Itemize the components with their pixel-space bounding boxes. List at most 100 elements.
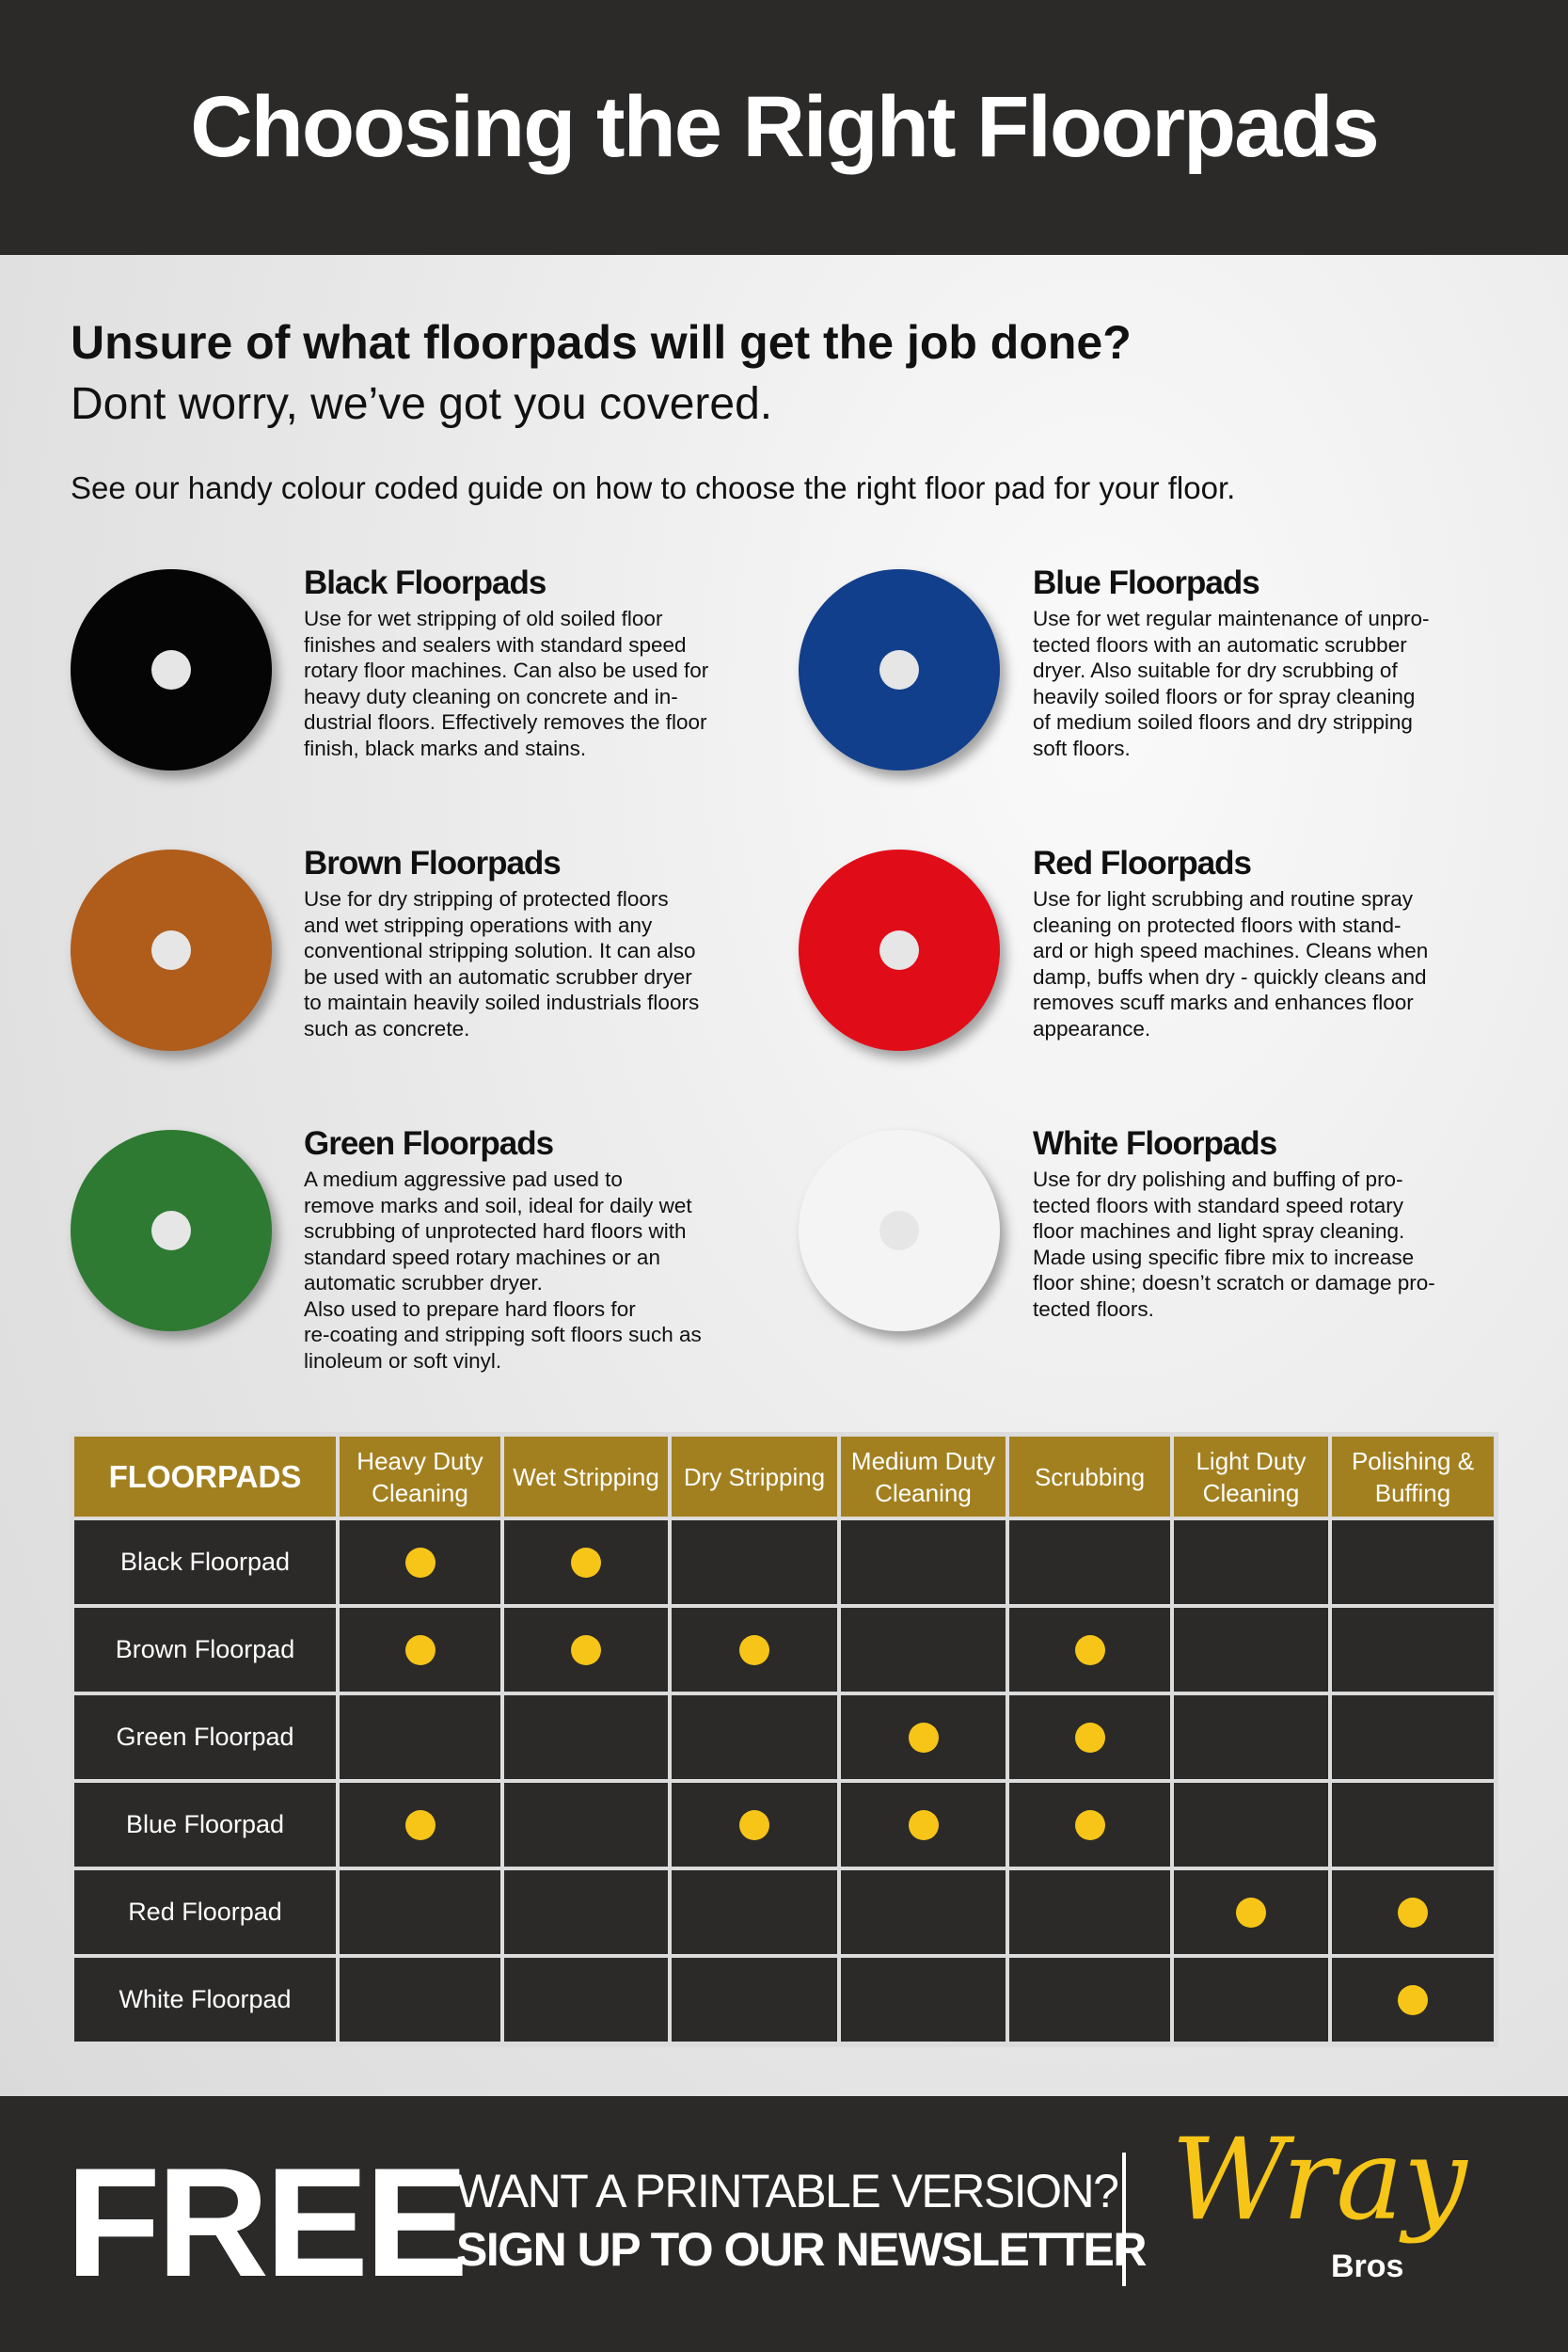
table-cell <box>340 1608 500 1692</box>
description-line: heavy duty cleaning on concrete and in- <box>304 684 678 708</box>
header-cell: Medium Duty Cleaning <box>841 1437 1006 1517</box>
row-label: Brown Floorpad <box>74 1608 336 1692</box>
description-line: re-coating and stripping soft floors suc… <box>304 1323 702 1346</box>
table-cell <box>504 1520 668 1604</box>
description-line: heavily soiled floors or for spray clean… <box>1033 684 1416 708</box>
pad-title: Red Floorpads <box>1033 845 1252 882</box>
description-line: tected floors with an automatic scrubber <box>1033 632 1407 657</box>
description-line: to maintain heavily soiled industrials f… <box>304 991 700 1014</box>
dot <box>1398 1984 1428 2015</box>
description-line: finish, black marks and stains. <box>304 736 587 760</box>
description-line: dustrial floors. Effectively removes the… <box>304 710 707 734</box>
description-line: floor shine; doesn’t scratch or damage p… <box>1033 1271 1435 1295</box>
description-line: dryer. Also suitable for dry scrubbing o… <box>1033 659 1398 682</box>
table-cell <box>1009 1608 1170 1692</box>
table-cell <box>672 1608 837 1692</box>
table-cell <box>1174 1958 1328 2042</box>
pad-description: Use for wet stripping of old soiled floo… <box>304 606 708 761</box>
floorpad <box>799 1130 1000 1331</box>
table-cell <box>841 1958 1006 2042</box>
description-line: ard or high speed machines. Cleans when <box>1033 939 1429 962</box>
dot <box>404 1547 436 1578</box>
pad-description: Use for dry polishing and buffing of pro… <box>1033 1167 1435 1322</box>
dot <box>571 1547 601 1578</box>
table-cell <box>841 1608 1006 1692</box>
table-cell <box>1174 1870 1328 1954</box>
table-cell <box>841 1783 1006 1867</box>
row-label: White Floorpad <box>74 1958 336 2042</box>
table-cell <box>504 1870 668 1954</box>
table-cell <box>1009 1783 1170 1867</box>
divider <box>1122 2153 1126 2286</box>
pad-title: Black Floorpads <box>304 564 546 601</box>
footer: FREE WANT A PRINTABLE VERSION? SIGN UP T… <box>0 2096 1568 2352</box>
description-line: soft floors. <box>1033 736 1131 760</box>
table-cell <box>1174 1783 1328 1867</box>
description-line: standard speed rotary machines or an <box>304 1245 660 1269</box>
table-cell <box>1009 1695 1170 1779</box>
description-line: automatic scrubber dryer. <box>304 1271 543 1295</box>
table-cell <box>1332 1870 1494 1954</box>
description-line: Use for light scrubbing and routine spra… <box>1033 887 1413 911</box>
header-cell: Light Duty Cleaning <box>1174 1437 1328 1517</box>
dot <box>404 1634 436 1665</box>
description-line: removes scuff marks and enhances floor <box>1033 991 1414 1014</box>
header-cell: Scrubbing <box>1009 1437 1170 1517</box>
description-line: tected floors with standard speed rotary <box>1033 1193 1403 1217</box>
table-cell <box>1009 1958 1170 2042</box>
table-cell <box>672 1870 837 1954</box>
description-line: Use for wet stripping of old soiled floo… <box>304 607 663 630</box>
pad-title: Brown Floorpads <box>304 845 562 882</box>
description-line: Use for dry stripping of protected floor… <box>304 887 669 911</box>
floorpad <box>799 569 1000 771</box>
pad-title: White Floorpads <box>1033 1125 1277 1162</box>
header-cell: Polishing & Buffing <box>1332 1437 1494 1517</box>
description-line: linoleum or soft vinyl. <box>304 1348 502 1373</box>
intro-text: See our handy colour coded guide on how … <box>71 470 1236 505</box>
pad-hole <box>879 650 919 690</box>
pad-hole <box>879 1211 919 1250</box>
dot <box>1236 1897 1266 1928</box>
description-line: Made using specific fibre mix to increas… <box>1033 1245 1415 1269</box>
pad-description: Use for light scrubbing and routine spra… <box>1033 886 1428 1041</box>
pad-description: Use for wet regular maintenance of unpro… <box>1033 606 1429 761</box>
dot <box>1074 1809 1105 1840</box>
row-label: Blue Floorpad <box>74 1783 336 1867</box>
dot <box>571 1634 601 1665</box>
description-line: be used with an automatic scrubber dryer <box>304 964 692 989</box>
description-line: conventional stripping solution. It can … <box>304 939 696 962</box>
pad-description: A medium aggressive pad used to remove ma… <box>304 1167 702 1374</box>
pad-hole <box>151 650 191 690</box>
table-cell <box>504 1783 668 1867</box>
floorpad <box>71 1130 272 1331</box>
subheading: Dont worry, we’ve got you covered. <box>71 379 773 429</box>
table-cell <box>1332 1608 1494 1692</box>
table-cell <box>841 1520 1006 1604</box>
description-line: scrubbing of unprotected hard floors wit… <box>304 1219 687 1243</box>
description-line: cleaning on protected floors with stand- <box>1033 913 1402 937</box>
header-cell: Wet Stripping <box>504 1437 668 1517</box>
table-cell <box>504 1958 668 2042</box>
description-line: finishes and sealers with standard speed <box>304 632 687 657</box>
table-cell <box>340 1783 500 1867</box>
floorpad <box>71 569 272 771</box>
table-cell <box>1174 1520 1328 1604</box>
pad-hole <box>879 930 919 970</box>
logo-sub: Bros <box>1331 2249 1404 2284</box>
dot <box>1074 1722 1105 1753</box>
description-line: appearance. <box>1033 1016 1151 1041</box>
table-cell <box>1009 1520 1170 1604</box>
heading: Unsure of what floorpads will get the jo… <box>71 316 1132 369</box>
header-cell: Heavy Duty Cleaning <box>340 1437 500 1517</box>
table: FLOORPADS Heavy Duty Cleaning Wet Strippin… <box>70 1432 1498 2047</box>
dot <box>739 1634 769 1665</box>
floorpad <box>71 850 272 1051</box>
description-line: of medium soiled floors and dry strippin… <box>1033 710 1413 734</box>
dot <box>1074 1634 1105 1665</box>
table-cell <box>504 1695 668 1779</box>
description-line: damp, buffs when dry - quickly cleans an… <box>1033 964 1427 989</box>
dot <box>404 1809 436 1840</box>
dot <box>1398 1897 1428 1928</box>
pad-hole <box>151 1211 191 1250</box>
table-cell <box>841 1695 1006 1779</box>
